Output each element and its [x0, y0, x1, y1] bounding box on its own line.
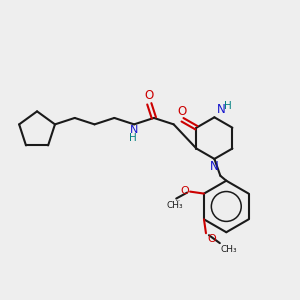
Text: N: N — [130, 125, 138, 135]
Text: O: O — [207, 234, 216, 244]
Text: O: O — [145, 89, 154, 102]
Text: H: H — [129, 133, 137, 143]
Text: CH₃: CH₃ — [167, 200, 184, 209]
Text: CH₃: CH₃ — [221, 245, 237, 254]
Text: N: N — [218, 103, 226, 116]
Text: N: N — [210, 160, 219, 173]
Text: O: O — [177, 105, 186, 118]
Text: O: O — [180, 186, 189, 196]
Text: H: H — [224, 101, 232, 111]
Text: methyl: methyl — [176, 199, 181, 200]
